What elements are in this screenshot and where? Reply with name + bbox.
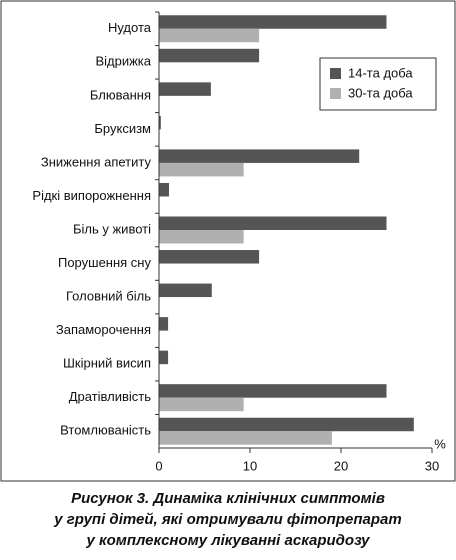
x-tick-label: 0 [155, 458, 162, 473]
bar [159, 28, 260, 43]
bar [159, 216, 387, 230]
y-tick-label: Рідкі випорожнення [32, 188, 151, 203]
y-tick-label: Блювання [90, 87, 151, 102]
bar [159, 397, 244, 412]
y-tick-label: Зниження апетиту [41, 154, 152, 169]
bar [159, 82, 211, 96]
legend-swatch [330, 88, 341, 99]
legend-swatch [330, 68, 341, 79]
caption: у групі дітей, які отримували фітопрепар… [53, 511, 401, 528]
bar [159, 250, 260, 264]
bar [159, 182, 170, 197]
bar [159, 15, 387, 29]
y-tick-label: Шкірний висип [63, 356, 151, 371]
bar [159, 149, 360, 163]
caption: Рисунок 3. Динаміка клінічних симптомів [71, 490, 385, 507]
bar [159, 350, 169, 365]
y-tick-label: Головний біль [66, 289, 151, 304]
bar [159, 115, 161, 130]
y-tick-label: Бруксизм [94, 121, 151, 136]
x-axis-label: % [434, 436, 446, 451]
x-tick-label: 30 [425, 458, 439, 473]
bar [159, 162, 244, 177]
bar [159, 431, 332, 445]
caption: у комплексному лікуванні аскаридозу [85, 532, 370, 549]
y-tick-label: Втомлюваність [60, 423, 151, 438]
chart-frame [0, 0, 456, 482]
y-tick-label: Дратівливість [69, 389, 152, 404]
x-tick-label: 10 [243, 458, 257, 473]
bar [159, 48, 260, 63]
y-tick-label: Порушення сну [58, 255, 152, 270]
legend-label: 30-та доба [348, 85, 413, 100]
y-tick-label: Відрижка [95, 54, 151, 69]
bar [159, 230, 244, 244]
bar [159, 384, 387, 398]
legend-label: 14-та доба [348, 65, 413, 80]
bar [159, 283, 212, 298]
x-tick-label: 20 [334, 458, 348, 473]
y-tick-label: Нудота [108, 20, 152, 35]
bar [159, 417, 414, 432]
y-tick-label: Біль у животі [73, 221, 151, 236]
legend-box [319, 57, 437, 111]
y-tick-label: Запаморочення [56, 322, 151, 337]
bar [159, 317, 169, 331]
